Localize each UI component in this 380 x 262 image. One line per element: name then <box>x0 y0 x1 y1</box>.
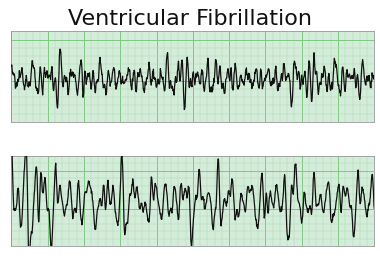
Text: Ventricular Fibrillation: Ventricular Fibrillation <box>68 9 312 29</box>
